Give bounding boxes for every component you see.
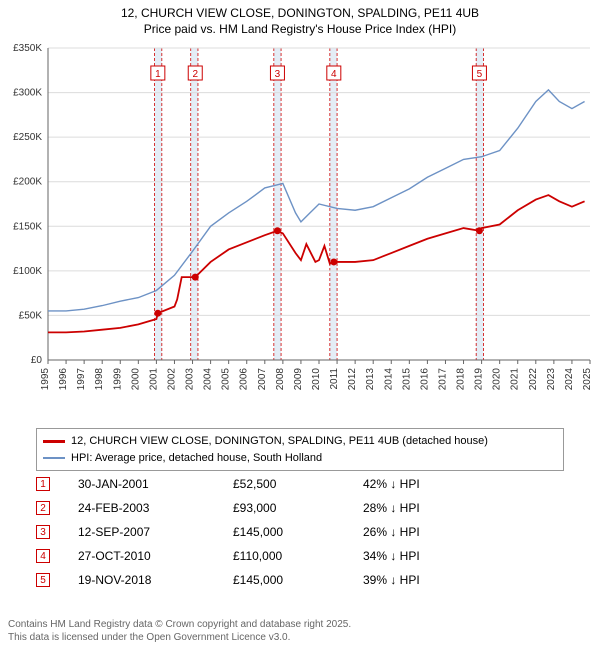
svg-text:2009: 2009 (293, 368, 304, 391)
transaction-marker: 5 (36, 573, 50, 587)
transaction-price: £145,000 (233, 573, 363, 587)
svg-text:2005: 2005 (221, 368, 232, 391)
svg-text:£50K: £50K (19, 310, 43, 321)
transaction-diff: 26% ↓ HPI (363, 525, 493, 539)
svg-text:2019: 2019 (474, 368, 485, 391)
svg-text:2018: 2018 (456, 368, 467, 391)
transaction-date: 27-OCT-2010 (78, 549, 233, 563)
svg-text:2006: 2006 (239, 368, 250, 391)
svg-text:£150K: £150K (13, 221, 42, 232)
transaction-marker: 1 (36, 477, 50, 491)
svg-text:2000: 2000 (130, 368, 141, 391)
svg-text:2001: 2001 (148, 368, 159, 391)
legend-swatch-2 (43, 457, 65, 459)
table-row: 1 30-JAN-2001£52,50042% ↓ HPI (36, 472, 564, 496)
svg-text:2004: 2004 (203, 368, 214, 391)
legend-row-2: HPI: Average price, detached house, Sout… (43, 450, 557, 467)
svg-text:£100K: £100K (13, 266, 42, 277)
footer-line-2: This data is licensed under the Open Gov… (8, 631, 351, 644)
transaction-price: £145,000 (233, 525, 363, 539)
table-row: 5 19-NOV-2018£145,00039% ↓ HPI (36, 568, 564, 592)
transaction-marker: 2 (36, 501, 50, 515)
svg-text:2012: 2012 (347, 368, 358, 391)
svg-text:2022: 2022 (528, 368, 539, 391)
svg-text:£0: £0 (31, 355, 43, 366)
svg-text:2014: 2014 (383, 368, 394, 391)
transaction-diff: 39% ↓ HPI (363, 573, 493, 587)
svg-text:£200K: £200K (13, 177, 42, 188)
table-row: 2 24-FEB-2003£93,00028% ↓ HPI (36, 496, 564, 520)
svg-text:1996: 1996 (58, 368, 69, 391)
svg-text:3: 3 (275, 69, 281, 80)
svg-text:2: 2 (192, 69, 198, 80)
legend-label-2: HPI: Average price, detached house, Sout… (71, 450, 322, 467)
transaction-table: 1 30-JAN-2001£52,50042% ↓ HPI 2 24-FEB-2003… (36, 472, 564, 592)
title-line-1: 12, CHURCH VIEW CLOSE, DONINGTON, SPALDI… (0, 6, 600, 22)
title-line-2: Price paid vs. HM Land Registry's House … (0, 22, 600, 38)
legend-row-1: 12, CHURCH VIEW CLOSE, DONINGTON, SPALDI… (43, 433, 557, 450)
svg-text:1998: 1998 (94, 368, 105, 391)
transaction-date: 24-FEB-2003 (78, 501, 233, 515)
footer: Contains HM Land Registry data © Crown c… (8, 618, 351, 644)
legend-swatch-1 (43, 440, 65, 443)
svg-text:2016: 2016 (419, 368, 430, 391)
transaction-price: £52,500 (233, 477, 363, 491)
footer-line-1: Contains HM Land Registry data © Crown c… (8, 618, 351, 631)
price-chart: £0 £50K £100K £150K £200K £250K £300K £350K 1995… (0, 40, 600, 420)
svg-text:2007: 2007 (257, 368, 268, 391)
svg-text:2024: 2024 (564, 368, 575, 391)
svg-text:5: 5 (477, 69, 483, 80)
svg-text:2008: 2008 (275, 368, 286, 391)
svg-text:1999: 1999 (112, 368, 123, 391)
svg-text:2017: 2017 (437, 368, 448, 391)
svg-text:2011: 2011 (329, 368, 340, 390)
svg-text:1995: 1995 (40, 368, 51, 391)
svg-text:2015: 2015 (401, 368, 412, 391)
transaction-price: £93,000 (233, 501, 363, 515)
svg-text:£250K: £250K (13, 132, 42, 143)
svg-text:2003: 2003 (185, 368, 196, 391)
svg-text:£350K: £350K (13, 43, 42, 54)
svg-text:2002: 2002 (166, 368, 177, 391)
svg-text:1: 1 (155, 69, 161, 80)
table-row: 4 27-OCT-2010£110,00034% ↓ HPI (36, 544, 564, 568)
transaction-date: 19-NOV-2018 (78, 573, 233, 587)
table-row: 3 12-SEP-2007£145,00026% ↓ HPI (36, 520, 564, 544)
svg-text:£300K: £300K (13, 88, 42, 99)
legend-label-1: 12, CHURCH VIEW CLOSE, DONINGTON, SPALDI… (71, 433, 488, 450)
svg-text:2010: 2010 (311, 368, 322, 391)
transaction-diff: 42% ↓ HPI (363, 477, 493, 491)
transaction-diff: 34% ↓ HPI (363, 549, 493, 563)
svg-text:4: 4 (331, 69, 337, 80)
transaction-date: 12-SEP-2007 (78, 525, 233, 539)
svg-text:2021: 2021 (510, 368, 521, 391)
chart-title: 12, CHURCH VIEW CLOSE, DONINGTON, SPALDI… (0, 0, 600, 37)
transaction-date: 30-JAN-2001 (78, 477, 233, 491)
svg-text:2013: 2013 (365, 368, 376, 391)
svg-text:2025: 2025 (582, 368, 593, 391)
svg-text:2020: 2020 (492, 368, 503, 391)
transaction-marker: 3 (36, 525, 50, 539)
transaction-price: £110,000 (233, 549, 363, 563)
svg-text:2023: 2023 (546, 368, 557, 391)
transaction-diff: 28% ↓ HPI (363, 501, 493, 515)
legend: 12, CHURCH VIEW CLOSE, DONINGTON, SPALDI… (36, 428, 564, 471)
svg-text:1997: 1997 (76, 368, 87, 391)
transaction-marker: 4 (36, 549, 50, 563)
